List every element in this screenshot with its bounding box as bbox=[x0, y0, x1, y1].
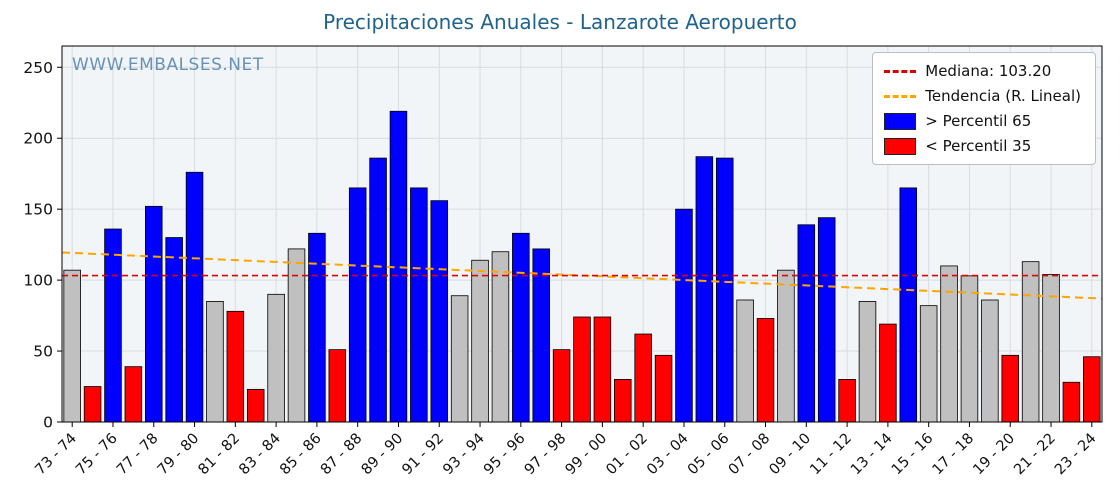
x-tick-label: 21 - 22 bbox=[1011, 431, 1059, 479]
y-tick-label: 50 bbox=[33, 343, 53, 361]
bar bbox=[328, 349, 347, 423]
bar bbox=[797, 224, 816, 423]
chart-title: Precipitaciones Anuales - Lanzarote Aero… bbox=[323, 10, 797, 34]
bar bbox=[817, 217, 836, 423]
bar bbox=[715, 157, 734, 423]
bar bbox=[206, 300, 224, 423]
watermark: WWW.EMBALSES.NET bbox=[72, 55, 264, 75]
x-tick-label: 01 - 02 bbox=[603, 431, 651, 479]
bar bbox=[369, 157, 387, 423]
bar bbox=[226, 310, 245, 423]
x-tick-label: 05 - 06 bbox=[685, 431, 733, 479]
bar bbox=[1001, 354, 1019, 423]
bar bbox=[308, 232, 326, 423]
axes-frame bbox=[61, 45, 1103, 423]
x-tick-label: 15 - 16 bbox=[889, 431, 937, 479]
x-tick-label: 79 - 80 bbox=[155, 431, 203, 479]
x-tick-label: 89 - 90 bbox=[359, 431, 407, 479]
bar bbox=[83, 386, 102, 423]
bar bbox=[1021, 261, 1040, 423]
legend-label: < Percentil 35 bbox=[925, 137, 1032, 155]
bar bbox=[450, 295, 469, 423]
bar bbox=[858, 300, 877, 423]
legend-label: > Percentil 65 bbox=[925, 112, 1032, 130]
bar bbox=[348, 187, 367, 423]
bar bbox=[410, 187, 428, 423]
bar bbox=[185, 171, 204, 423]
x-tick-label: 99 - 00 bbox=[563, 431, 611, 479]
bar bbox=[573, 316, 591, 423]
x-tick-label: 73 - 74 bbox=[32, 431, 80, 479]
bar bbox=[899, 187, 918, 423]
x-tick-label: 83 - 84 bbox=[236, 431, 284, 479]
bar bbox=[675, 208, 693, 423]
bar bbox=[1083, 356, 1101, 423]
x-tick-label: 91 - 92 bbox=[399, 431, 447, 479]
bar bbox=[960, 275, 979, 423]
y-tick-label: 150 bbox=[23, 201, 53, 219]
bar bbox=[104, 228, 122, 423]
bar bbox=[695, 156, 714, 423]
x-tick-label: 87 - 88 bbox=[318, 431, 366, 479]
legend-item-high-percentile: > Percentil 65 bbox=[884, 112, 1081, 130]
x-tick-label: 11 - 12 bbox=[807, 431, 855, 479]
bar bbox=[981, 299, 999, 423]
y-tick-label: 200 bbox=[23, 130, 53, 148]
bar bbox=[777, 269, 795, 423]
y-tick-label: 0 bbox=[43, 414, 53, 432]
bar bbox=[756, 318, 775, 423]
x-tick-label: 13 - 14 bbox=[848, 431, 896, 479]
bar bbox=[593, 316, 612, 423]
bar bbox=[879, 323, 897, 423]
x-tick-label: 77 - 78 bbox=[114, 431, 162, 479]
bar bbox=[471, 259, 489, 423]
y-tick-label: 250 bbox=[23, 59, 53, 77]
x-tick-label: 85 - 86 bbox=[277, 431, 325, 479]
bar bbox=[145, 205, 163, 423]
bar bbox=[246, 388, 265, 423]
bar bbox=[165, 237, 183, 423]
x-tick-label: 81 - 82 bbox=[196, 431, 244, 479]
legend: Mediana: 103.20 Tendencia (R. Lineal) > … bbox=[872, 52, 1096, 165]
high-percentile-swatch bbox=[884, 112, 917, 130]
legend-item-trend: Tendencia (R. Lineal) bbox=[884, 87, 1081, 105]
x-tick-label: 19 - 20 bbox=[970, 431, 1018, 479]
x-tick-label: 75 - 76 bbox=[73, 431, 121, 479]
bar bbox=[430, 200, 449, 423]
x-tick-label: 95 - 96 bbox=[481, 431, 529, 479]
x-tick-label: 03 - 04 bbox=[644, 431, 692, 479]
legend-label: Tendencia (R. Lineal) bbox=[925, 87, 1081, 105]
x-tick-label: 17 - 18 bbox=[930, 431, 978, 479]
bar bbox=[838, 379, 856, 423]
bar bbox=[919, 305, 938, 423]
bar bbox=[654, 354, 673, 423]
bar bbox=[552, 349, 571, 423]
x-tick-label: 23 - 24 bbox=[1052, 431, 1100, 479]
y-tick-label: 100 bbox=[23, 272, 53, 290]
bar bbox=[940, 265, 958, 423]
bar bbox=[512, 232, 530, 423]
legend-item-median: Mediana: 103.20 bbox=[884, 62, 1081, 80]
bar bbox=[736, 299, 754, 423]
low-percentile-swatch bbox=[884, 137, 917, 155]
trend-line-swatch bbox=[884, 94, 917, 98]
bar bbox=[1062, 381, 1081, 423]
median-line-swatch bbox=[884, 69, 917, 73]
bar bbox=[614, 379, 632, 423]
bar bbox=[634, 333, 652, 423]
legend-item-low-percentile: < Percentil 35 bbox=[884, 137, 1081, 155]
bar bbox=[124, 366, 143, 423]
x-tick-label: 93 - 94 bbox=[440, 431, 488, 479]
x-tick-label: 09 - 10 bbox=[767, 431, 815, 479]
x-tick-label: 07 - 08 bbox=[726, 431, 774, 479]
legend-label: Mediana: 103.20 bbox=[925, 62, 1052, 80]
bar bbox=[267, 293, 285, 423]
bar bbox=[63, 269, 81, 423]
x-tick-label: 97 - 98 bbox=[522, 431, 570, 479]
bar bbox=[491, 251, 510, 423]
